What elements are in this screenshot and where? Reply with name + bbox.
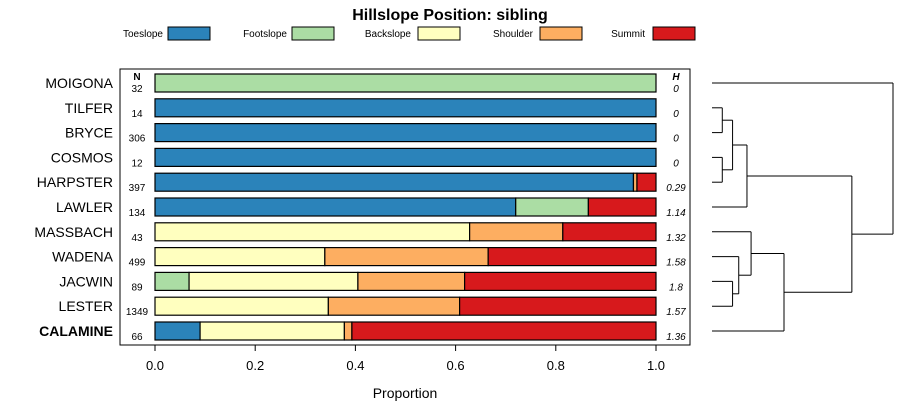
x-tick-label: 0.4 <box>346 358 364 373</box>
series-labels: MOIGONA TILFER BRYCE COSMOS HARPSTER LAWLER MA… <box>34 75 113 339</box>
bar-segment <box>587 197 657 217</box>
x-axis-label: Proportion <box>373 385 438 401</box>
legend: Toeslope Footslope Backslope Shoulder Summit <box>123 26 696 41</box>
n-value: 14 <box>131 109 143 120</box>
legend-label: Footslope <box>243 29 287 40</box>
bar-segment <box>188 271 359 291</box>
x-tick-label: 0.8 <box>547 358 565 373</box>
category-label: MASSBACH <box>34 224 113 240</box>
h-value: 1.58 <box>666 258 686 269</box>
n-value: 43 <box>131 233 143 244</box>
n-value: 306 <box>129 134 146 145</box>
bar-segment <box>343 321 353 341</box>
legend-swatch <box>167 26 211 41</box>
legend-label: Backslope <box>365 29 412 40</box>
bar-segment <box>154 321 201 341</box>
h-value: 0.29 <box>666 183 686 194</box>
n-value: 32 <box>131 84 143 95</box>
legend-swatch <box>417 26 461 41</box>
bar-segment <box>199 321 345 341</box>
bar-segment <box>154 147 657 167</box>
bar-segment <box>154 122 657 143</box>
bar-segment <box>154 296 329 316</box>
dendrogram <box>712 82 894 332</box>
bar-segment <box>154 73 657 93</box>
bar-segment <box>154 172 635 192</box>
bar-segment <box>357 271 466 291</box>
bar-segment <box>487 247 657 267</box>
bar-segment <box>636 172 657 192</box>
x-tick-label: 0.0 <box>146 358 164 373</box>
legend-swatch <box>291 26 335 41</box>
category-label: COSMOS <box>51 149 113 165</box>
bar-segment <box>469 222 564 242</box>
category-label: LESTER <box>59 298 113 314</box>
bar-segment <box>154 197 517 217</box>
h-value: 1.36 <box>666 332 686 343</box>
legend-label: Toeslope <box>123 29 163 40</box>
n-value: 89 <box>131 282 143 293</box>
bar-segment <box>154 247 326 267</box>
category-label: TILFER <box>65 100 113 116</box>
n-value: 1349 <box>126 307 149 318</box>
n-value: 134 <box>129 208 146 219</box>
legend-label: Shoulder <box>493 29 534 40</box>
h-value: 0 <box>673 84 679 95</box>
bar-segment <box>154 271 190 291</box>
category-label: JACWIN <box>59 273 113 289</box>
h-values: 0 0 0 0 0.29 1.14 1.32 1.58 1.8 1.57 1.36 <box>666 84 686 343</box>
n-values: 32 14 306 12 397 134 43 499 89 1349 66 <box>126 84 149 343</box>
chart-title: Hillslope Position: sibling <box>352 7 548 24</box>
legend-label: Summit <box>611 29 645 40</box>
n-value: 12 <box>131 158 143 169</box>
n-value: 397 <box>129 183 146 194</box>
n-value: 66 <box>131 332 143 343</box>
bar-segment <box>515 197 589 217</box>
x-tick-label: 0.2 <box>246 358 264 373</box>
x-axis: 0.0 0.2 0.4 0.6 0.8 1.0 <box>146 345 665 373</box>
bars <box>154 73 657 341</box>
x-tick-label: 0.6 <box>447 358 465 373</box>
h-value: 1.8 <box>669 282 683 293</box>
category-label: WADENA <box>52 249 114 265</box>
category-label: CALAMINE <box>39 323 113 339</box>
bar-segment <box>324 247 489 267</box>
x-tick-label: 1.0 <box>647 358 665 373</box>
category-label: HARPSTER <box>37 174 113 190</box>
category-label: BRYCE <box>65 125 113 141</box>
category-label: MOIGONA <box>45 75 113 91</box>
legend-swatch <box>539 26 583 41</box>
h-value: 1.32 <box>666 233 686 244</box>
bar-segment <box>154 98 657 118</box>
h-column-header: H <box>672 72 680 83</box>
bar-segment <box>459 296 657 316</box>
bar-segment <box>351 321 657 341</box>
plot-frame <box>119 68 691 346</box>
legend-swatch <box>652 26 696 41</box>
n-column-header: N <box>133 72 140 83</box>
bar-segment <box>464 271 657 291</box>
h-value: 0 <box>673 158 679 169</box>
h-value: 1.57 <box>666 307 686 318</box>
bar-segment <box>154 222 471 242</box>
h-value: 1.14 <box>666 208 686 219</box>
bar-segment <box>327 296 461 316</box>
h-value: 0 <box>673 134 679 145</box>
bar-segment <box>562 222 657 242</box>
h-value: 0 <box>673 109 679 120</box>
n-value: 499 <box>129 258 146 269</box>
category-label: LAWLER <box>56 199 113 215</box>
